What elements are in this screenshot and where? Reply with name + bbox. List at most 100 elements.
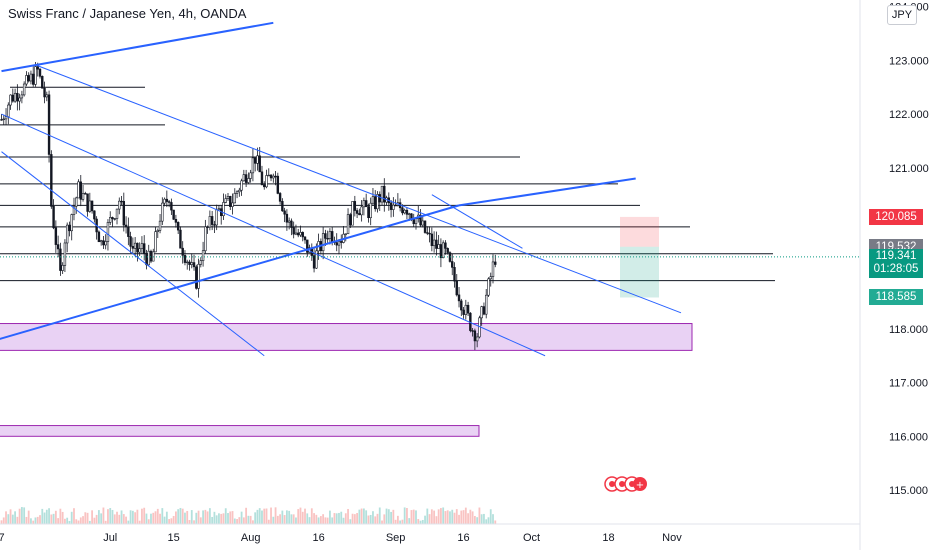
price-label: 120.085 [869,208,923,225]
candle-body [86,193,89,212]
y-tick-label: 118.000 [889,324,928,336]
candle [167,200,171,208]
candle [161,197,164,225]
candle [441,240,445,259]
volume-bar [245,507,248,524]
volume-bar [179,507,182,524]
candle-body [330,231,334,243]
candle [380,185,384,206]
candle [213,220,216,233]
volume-bar [0,520,3,524]
volume-bar [487,517,490,524]
candle [220,205,223,225]
candle [242,169,246,182]
candle [79,174,82,207]
volume-bar [489,509,492,524]
x-tick-label: 16 [312,532,324,544]
candle [312,247,316,273]
volume-bar [111,509,114,524]
candle-body [106,222,110,242]
candle-body [154,231,157,253]
candle [34,62,37,87]
candle [335,233,338,252]
volume-bar [315,514,318,524]
candles [0,62,497,351]
volume-bar [299,507,302,524]
volume-bar [118,514,121,524]
candle [328,228,332,245]
candle-body [439,244,443,259]
volume-bar [20,507,23,524]
candle [244,169,248,187]
volume-bar [61,511,64,524]
candle-body [102,240,105,246]
volume-bar [494,520,497,524]
volume-bar [301,511,304,524]
flag-icon [633,477,647,491]
volume-bar [145,513,148,524]
volume-bar [97,510,100,524]
volume-bar [369,514,372,524]
candle [337,239,341,255]
candle [47,90,51,163]
volume-bar [43,512,46,524]
candle-body [109,217,112,223]
volume-bar [2,517,5,524]
volume-bar [54,510,57,524]
candle-body [122,201,126,226]
candle [0,114,3,121]
candle-body [253,157,257,164]
candle-body [188,261,191,265]
volume-bar [492,514,494,524]
candle [394,199,397,207]
volume-bar [349,519,352,524]
volume-bar [306,513,309,524]
volume-bar [184,512,186,524]
candle [120,196,123,206]
x-tick-label: Nov [662,532,682,544]
volume-bar [351,513,354,524]
candle-body [210,216,214,225]
candle-body [260,171,264,186]
candle-body [215,209,218,226]
candle [466,301,470,317]
volume-bar [150,513,152,524]
candle [392,197,395,217]
candle-body [65,224,69,244]
volume-bar [181,508,184,524]
volume-bar [460,510,463,524]
candle [104,234,107,250]
candle [52,199,55,230]
candle [149,249,153,264]
volume-bar [410,510,413,524]
candle [353,195,357,217]
volume-bar [449,511,451,524]
volume-bar [249,515,252,524]
candle [165,190,169,208]
candle-body [240,180,243,191]
volume-bar [442,507,445,524]
candle-body [283,210,286,215]
candle-body [405,209,409,215]
candle-body [489,276,492,280]
volume-bar [317,517,320,524]
candle-body [478,317,481,338]
plot-area [0,21,860,524]
candle-body [61,265,64,271]
candle [240,178,243,196]
candle [192,254,196,271]
candle-body [88,200,92,212]
candle [378,191,381,211]
volume-bar [186,510,189,524]
volume-bar [45,509,48,524]
candle-body [274,175,277,178]
volume-bar [120,510,123,524]
currency-button[interactable]: JPY [887,5,917,25]
candle [224,194,227,204]
candle-body [367,206,370,219]
candle [460,298,463,317]
candle-body [444,242,447,249]
candle [145,249,148,270]
candle [156,228,159,239]
